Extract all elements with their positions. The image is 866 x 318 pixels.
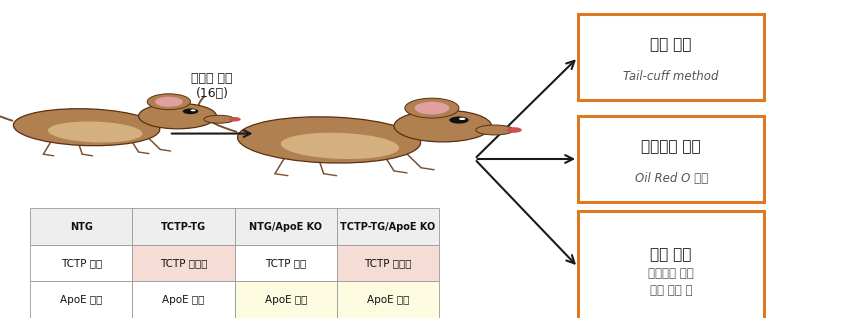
Bar	[235, 281, 337, 318]
Ellipse shape	[13, 109, 160, 146]
Bar	[132, 245, 235, 281]
Bar	[235, 245, 337, 281]
Text: ApoE 정상: ApoE 정상	[61, 295, 102, 305]
Circle shape	[449, 116, 469, 124]
Ellipse shape	[139, 103, 216, 129]
Text: ApoE 결폍: ApoE 결폍	[367, 295, 409, 305]
Text: 고지방 식이
(16주): 고지방 식이 (16주)	[191, 72, 233, 100]
Text: 혁장 지질 등: 혁장 지질 등	[650, 285, 693, 297]
Ellipse shape	[48, 121, 143, 142]
Circle shape	[147, 94, 191, 110]
Bar	[132, 281, 235, 318]
Bar	[337, 281, 439, 318]
Ellipse shape	[475, 125, 514, 135]
Text: TCTP 정상: TCTP 정상	[61, 258, 102, 268]
FancyBboxPatch shape	[578, 116, 764, 202]
Circle shape	[229, 117, 241, 121]
Ellipse shape	[204, 115, 234, 123]
Text: TCTP-TG: TCTP-TG	[161, 222, 206, 232]
Bar	[132, 208, 235, 245]
Text: 혁액 분석: 혁액 분석	[650, 247, 692, 262]
Text: ApoE 정상: ApoE 정상	[163, 295, 204, 305]
Text: 프로파일 분석: 프로파일 분석	[649, 267, 694, 280]
Text: TCTP-TG/ApoE KO: TCTP-TG/ApoE KO	[340, 222, 436, 232]
Ellipse shape	[237, 117, 421, 163]
Circle shape	[191, 109, 196, 111]
Text: ApoE 결폍: ApoE 결폍	[265, 295, 307, 305]
Circle shape	[183, 108, 198, 114]
Bar	[337, 245, 439, 281]
Text: 혁관병변 분석: 혁관병변 분석	[642, 139, 701, 154]
Bar	[30, 208, 132, 245]
FancyBboxPatch shape	[578, 14, 764, 100]
Text: NTG/ApoE KO: NTG/ApoE KO	[249, 222, 322, 232]
Text: TCTP 과발현: TCTP 과발현	[365, 258, 411, 268]
Text: 혁압 분석: 혁압 분석	[650, 37, 692, 52]
Bar	[30, 245, 132, 281]
Text: Oil Red O 염색: Oil Red O 염색	[635, 172, 708, 184]
Bar	[235, 208, 337, 245]
Ellipse shape	[281, 133, 399, 159]
Circle shape	[155, 97, 183, 107]
Bar	[30, 281, 132, 318]
Text: Tail-cuff method: Tail-cuff method	[624, 70, 719, 83]
Circle shape	[459, 118, 466, 120]
Circle shape	[415, 102, 449, 114]
Text: TCTP 정상: TCTP 정상	[265, 258, 307, 268]
Ellipse shape	[394, 110, 492, 142]
Text: NTG: NTG	[70, 222, 93, 232]
FancyBboxPatch shape	[578, 211, 764, 318]
Circle shape	[404, 98, 459, 118]
Circle shape	[507, 127, 521, 133]
Bar	[337, 208, 439, 245]
Text: TCTP 과발현: TCTP 과발현	[160, 258, 207, 268]
